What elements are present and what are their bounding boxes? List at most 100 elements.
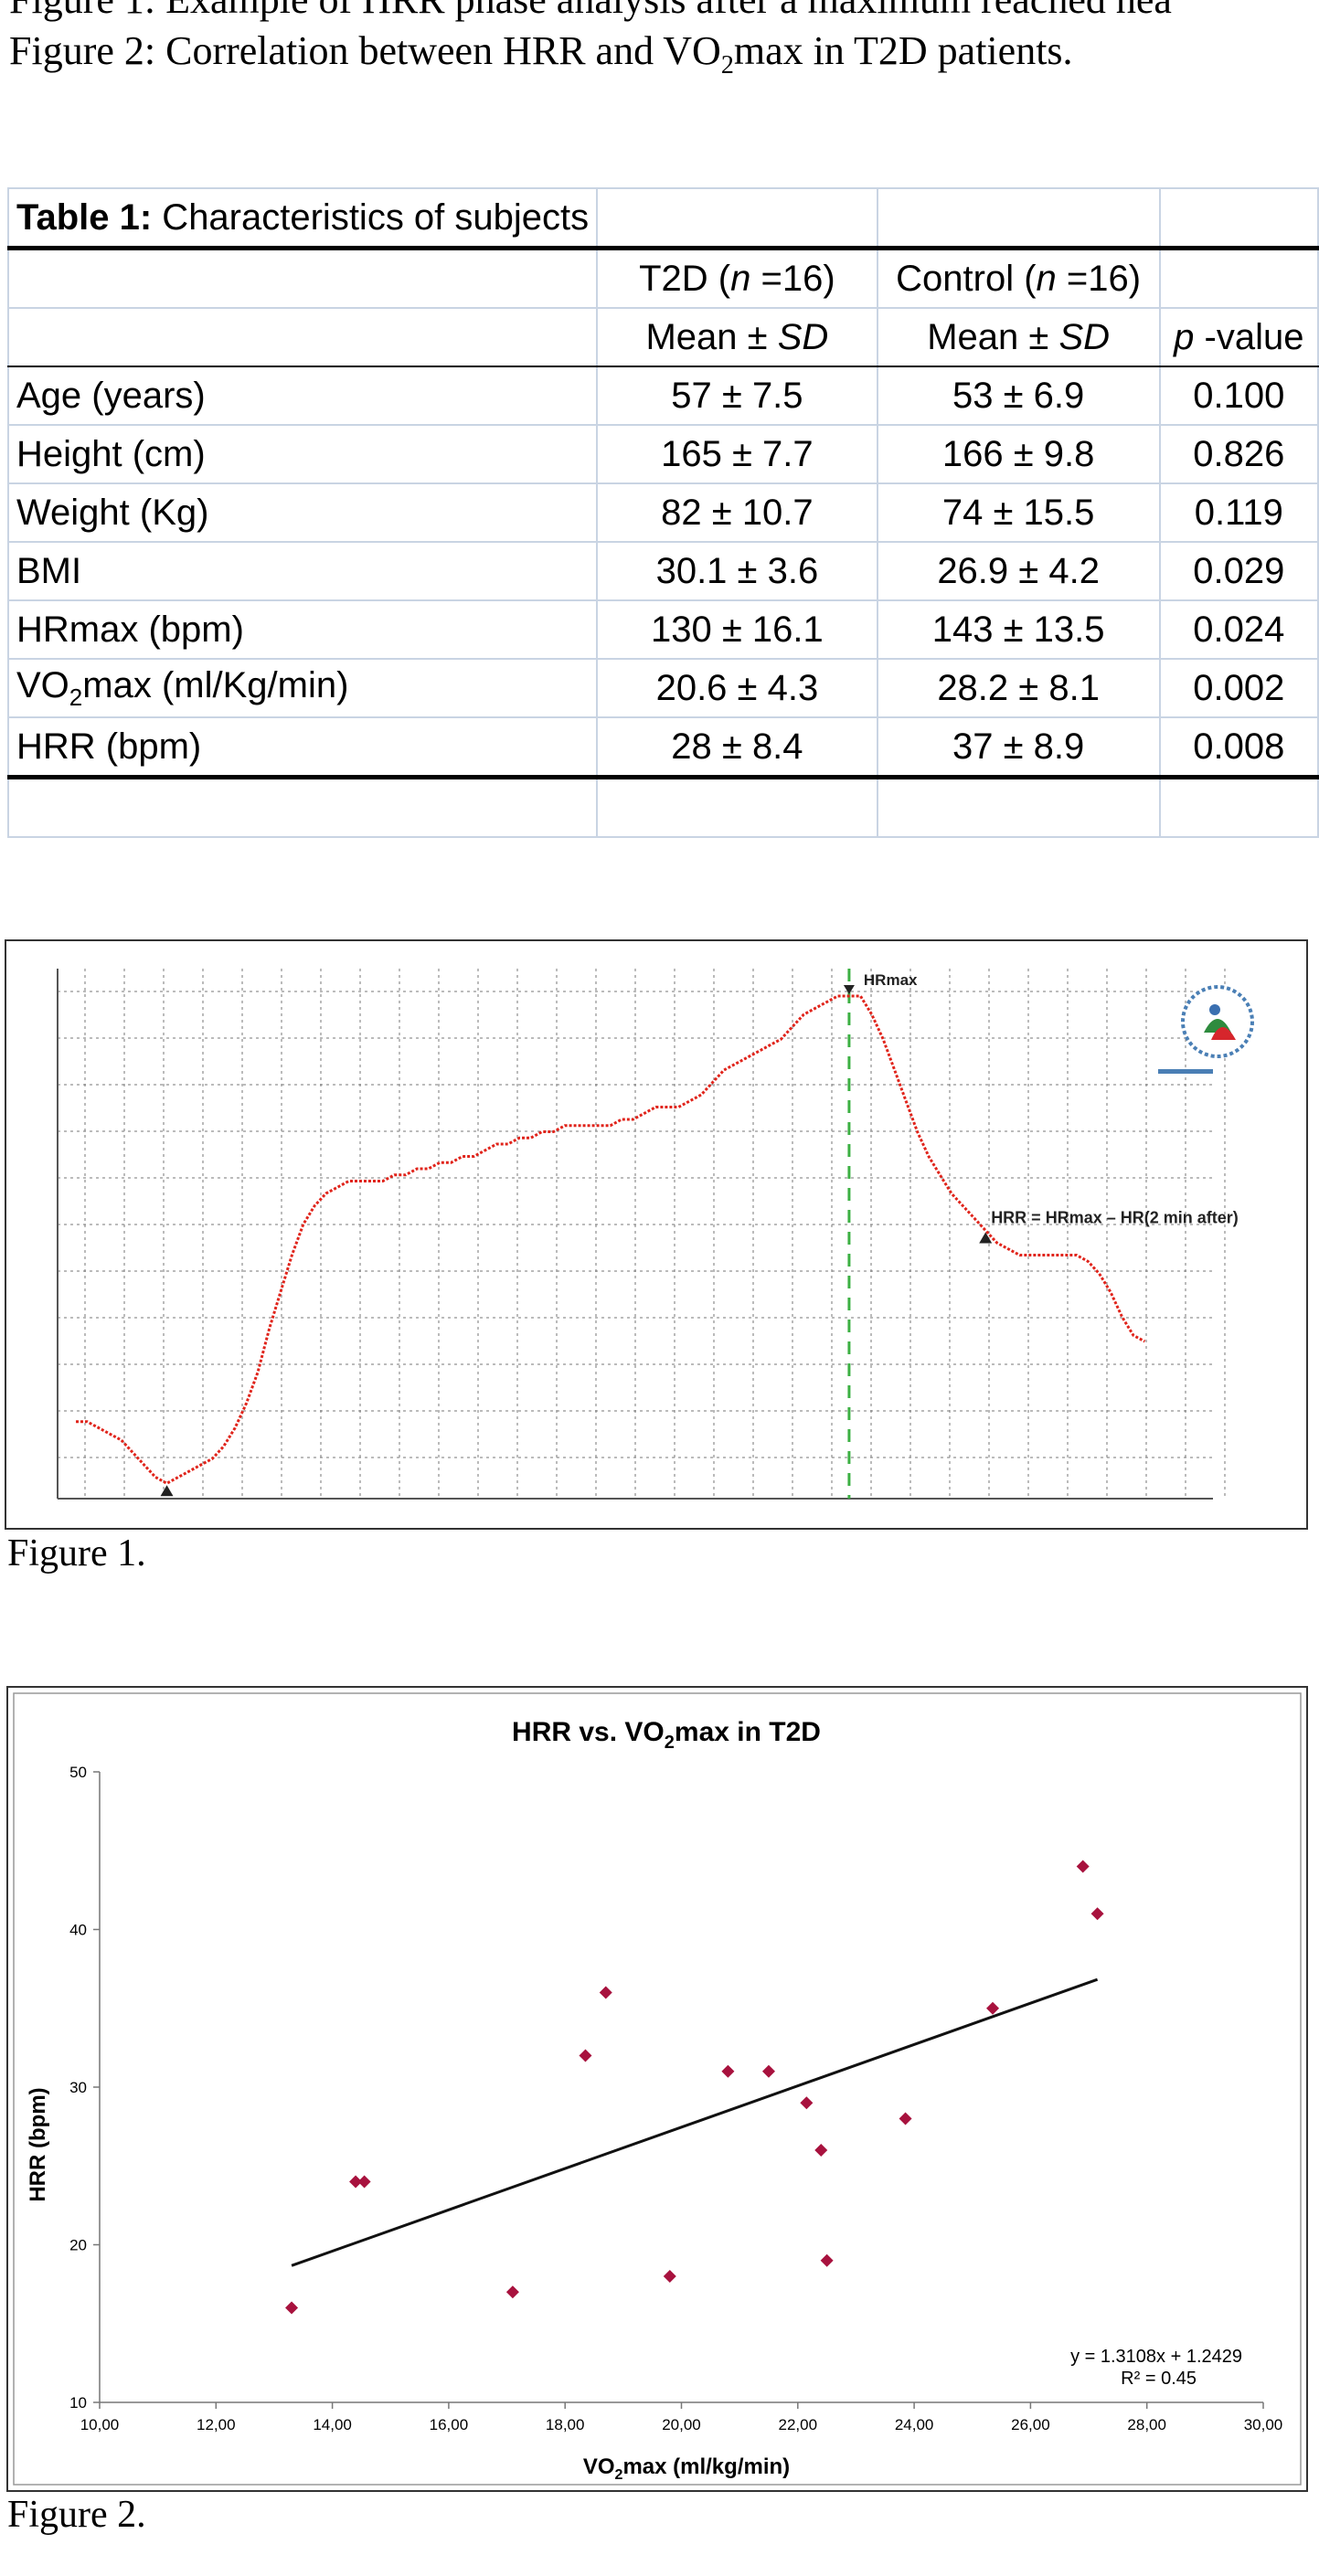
figure1-chart: HRmax HRR = HRmax – HR(2 min after) [57, 969, 1254, 1500]
table-row: BMI 30.1 ± 3.6 26.9 ± 4.2 0.029 [6, 541, 1319, 601]
table-title-row: Table 1: Characteristics of subjects [6, 187, 1319, 250]
data-point [761, 2064, 775, 2078]
t2d-header: T2D (n =16) [596, 247, 878, 309]
table-row: Age (years) 57 ± 7.5 53 ± 6.9 0.100 [6, 366, 1319, 426]
x-tick-label: 10,00 [80, 2416, 120, 2433]
row-label: HRR (bpm) [6, 716, 599, 779]
p-value: 0.826 [1158, 424, 1319, 484]
p-value: 0.100 [1158, 366, 1319, 426]
t2d-stat-header: Mean ± SD [596, 307, 878, 367]
control-stat-header: Mean ± SD [876, 307, 1161, 367]
data-point [505, 2285, 519, 2299]
table-title-bold: Table 1: [16, 196, 153, 238]
chart-title: HRR vs. VO2max in T2D [512, 1717, 821, 1753]
row-label: Weight (Kg) [6, 482, 599, 543]
figure2-label: Figure 2. [7, 2494, 146, 2536]
regression-equation: y = 1.3108x + 1.2429 [1070, 2347, 1242, 2367]
x-tick-label: 14,00 [313, 2416, 352, 2433]
data-point [357, 2175, 371, 2189]
row-label: BMI [6, 541, 599, 601]
table-row: HRmax (bpm) 130 ± 16.1 143 ± 13.5 0.024 [6, 599, 1319, 660]
table-row: HRR (bpm) 28 ± 8.4 37 ± 8.9 0.008 [6, 716, 1319, 779]
data-point [800, 2096, 814, 2110]
x-tick-label: 22,00 [779, 2416, 818, 2433]
control-value: 28.2 ± 8.1 [876, 658, 1161, 718]
figure2-caption-line: Figure 2: Correlation between HRR and VO… [9, 31, 1073, 79]
data-point [599, 1986, 612, 1999]
figure1-grid [58, 969, 1226, 1499]
logo-caption-mark [1158, 1069, 1213, 1074]
minimum-arrow-icon [160, 1485, 174, 1497]
control-value: 74 ± 15.5 [876, 482, 1161, 543]
control-header: Control (n =16) [876, 247, 1161, 309]
t2d-value: 165 ± 7.7 [596, 424, 878, 484]
control-value: 143 ± 13.5 [876, 599, 1161, 660]
trendline [291, 1977, 1099, 2267]
caption2-sub: 2 [720, 50, 734, 80]
data-point [814, 2144, 828, 2157]
data-point [349, 2175, 363, 2189]
table-row: Weight (Kg) 82 ± 10.7 74 ± 15.5 0.119 [6, 482, 1319, 543]
stat-header-row: Mean ± SD Mean ± SD p -value [6, 307, 1319, 367]
figure1-frame: HRmax HRR = HRmax – HR(2 min after) [5, 939, 1308, 1530]
control-value: 166 ± 9.8 [876, 424, 1161, 484]
x-tick-label: 18,00 [546, 2416, 585, 2433]
y-tick-label: 30 [69, 2079, 87, 2096]
x-tick-label: 24,00 [895, 2416, 934, 2433]
data-point [1076, 1860, 1090, 1873]
p-value: 0.008 [1158, 716, 1319, 779]
caption2-pre: Figure 2: Correlation between HRR and VO [9, 28, 721, 73]
row-label: Age (years) [6, 366, 599, 426]
table-row: VO2max (ml/Kg/min) 20.6 ± 4.3 28.2 ± 8.1… [6, 658, 1319, 718]
control-value: 26.9 ± 4.2 [876, 541, 1161, 601]
data-point [899, 2112, 912, 2125]
table-title: Table 1: Characteristics of subjects [6, 187, 599, 250]
r-squared: R² = 0.45 [1121, 2369, 1197, 2389]
table-title-rest: Characteristics of subjects [152, 196, 590, 238]
data-point [721, 2064, 735, 2078]
figure1-label: Figure 1. [7, 1532, 146, 1574]
row-label: Height (cm) [6, 424, 599, 484]
hrmax-annotation: HRmax [864, 971, 918, 989]
p-value: 0.024 [1158, 599, 1319, 660]
t2d-value: 57 ± 7.5 [596, 366, 878, 426]
control-value: 53 ± 6.9 [876, 366, 1161, 426]
y-tick-label: 10 [69, 2394, 87, 2412]
y-tick-label: 20 [69, 2237, 87, 2254]
heart-rate-series [76, 994, 1146, 1486]
caption2-post: max in T2D patients. [733, 28, 1073, 73]
data-point [986, 2001, 1000, 2015]
t2d-value: 28 ± 8.4 [596, 716, 878, 779]
row-label: VO2max (ml/Kg/min) [6, 658, 599, 718]
group-header-row: T2D (n =16) Control (n =16) [6, 247, 1319, 309]
p-value: 0.002 [1158, 658, 1319, 718]
p-value: 0.029 [1158, 541, 1319, 601]
data-point [1090, 1907, 1104, 1921]
data-point [820, 2253, 834, 2267]
hrmax-arrow-icon [843, 985, 855, 994]
figure2-chart: HRR vs. VO2max in T2D HRR (bpm) VO2max (… [13, 1692, 1302, 2486]
t2d-value: 130 ± 16.1 [596, 599, 878, 660]
x-axis-label: VO2max (ml/kg/min) [583, 2454, 790, 2483]
row-label: HRmax (bpm) [6, 599, 599, 660]
x-tick-label: 30,00 [1244, 2416, 1283, 2433]
y-tick-label: 50 [69, 1764, 87, 1781]
p-value: 0.119 [1158, 482, 1319, 543]
x-tick-label: 26,00 [1011, 2416, 1050, 2433]
figure1-caption-line: Figure 1: Example of HRR phase analysis … [9, 0, 1172, 20]
x-tick-label: 20,00 [662, 2416, 701, 2433]
characteristics-table: Table 1: Characteristics of subjects T2D… [6, 187, 1319, 838]
data-point [285, 2301, 299, 2315]
club-logo-icon [1181, 985, 1254, 1058]
p-value-header: p -value [1158, 307, 1319, 367]
t2d-value: 20.6 ± 4.3 [596, 658, 878, 718]
x-tick-label: 28,00 [1127, 2416, 1166, 2433]
y-axis-label: HRR (bpm) [26, 2087, 50, 2201]
x-tick-label: 16,00 [430, 2416, 469, 2433]
data-point [579, 2049, 592, 2062]
x-tick-label: 12,00 [197, 2416, 236, 2433]
table-row: Height (cm) 165 ± 7.7 166 ± 9.8 0.826 [6, 424, 1319, 484]
y-tick-label: 40 [69, 1922, 87, 1939]
control-value: 37 ± 8.9 [876, 716, 1161, 779]
hrr-arrow-icon [979, 1232, 993, 1244]
